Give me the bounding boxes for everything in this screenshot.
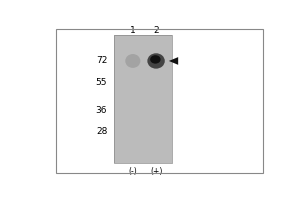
- Text: 55: 55: [96, 78, 107, 87]
- Ellipse shape: [125, 54, 140, 68]
- Text: 1: 1: [130, 26, 136, 35]
- Bar: [114, 35, 172, 163]
- Text: 28: 28: [96, 127, 107, 136]
- Text: 36: 36: [96, 106, 107, 115]
- Text: (-): (-): [128, 167, 137, 176]
- Ellipse shape: [147, 53, 165, 69]
- Bar: [56, 29, 263, 173]
- Text: 72: 72: [96, 56, 107, 65]
- Polygon shape: [169, 57, 178, 65]
- Text: 2: 2: [153, 26, 159, 35]
- Bar: [114, 35, 172, 163]
- Text: (+): (+): [150, 167, 162, 176]
- Ellipse shape: [150, 55, 160, 64]
